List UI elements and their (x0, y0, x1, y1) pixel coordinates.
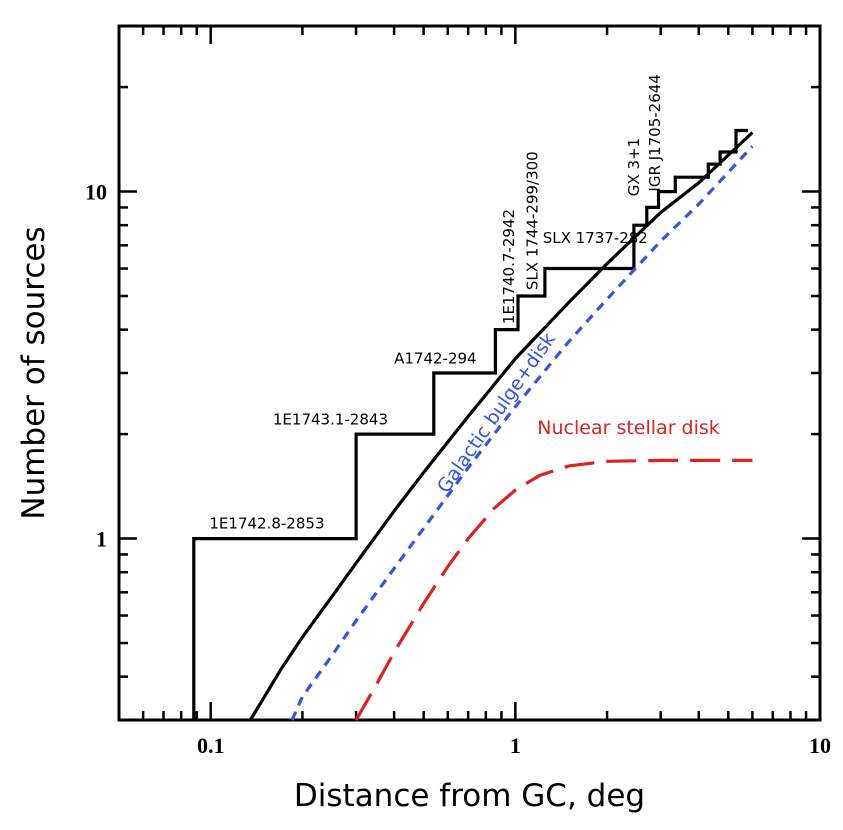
x-tick-label: 10 (809, 733, 831, 758)
x-tick-label: 0.1 (197, 733, 225, 758)
model-label: Nuclear stellar disk (537, 417, 720, 439)
x-axis-title: Distance from GC, deg (294, 778, 645, 814)
source-annotation: GX 3+1 (625, 138, 643, 196)
source-annotation: A1742-294 (394, 349, 476, 367)
y-tick-label: 10 (85, 180, 107, 205)
labels-group: 0.1 1 10 1 10 Distance from GC, deg Number of … (16, 74, 831, 814)
x-tick-label: 1 (510, 733, 521, 758)
y-tick-label: 1 (96, 527, 107, 552)
source-annotation: 1E1740.7-2942 (500, 209, 518, 324)
series-line-4 (354, 458, 753, 721)
axis-ticks (117, 24, 822, 722)
source-annotation: SLX 1737-282 (543, 229, 648, 247)
series-line-2 (249, 131, 754, 721)
source-annotation: 1E1743.1-2843 (273, 411, 388, 429)
series-line-3 (290, 145, 754, 721)
series-group (192, 128, 754, 721)
series-line-1 (192, 128, 748, 720)
source-annotation: IGR J1705-2644 (646, 74, 664, 191)
source-annotation: 1E1742.8-2853 (209, 514, 324, 532)
source-annotation: SLX 1744-299/300 (523, 151, 541, 290)
y-axis-title: Number of sources (16, 226, 52, 519)
